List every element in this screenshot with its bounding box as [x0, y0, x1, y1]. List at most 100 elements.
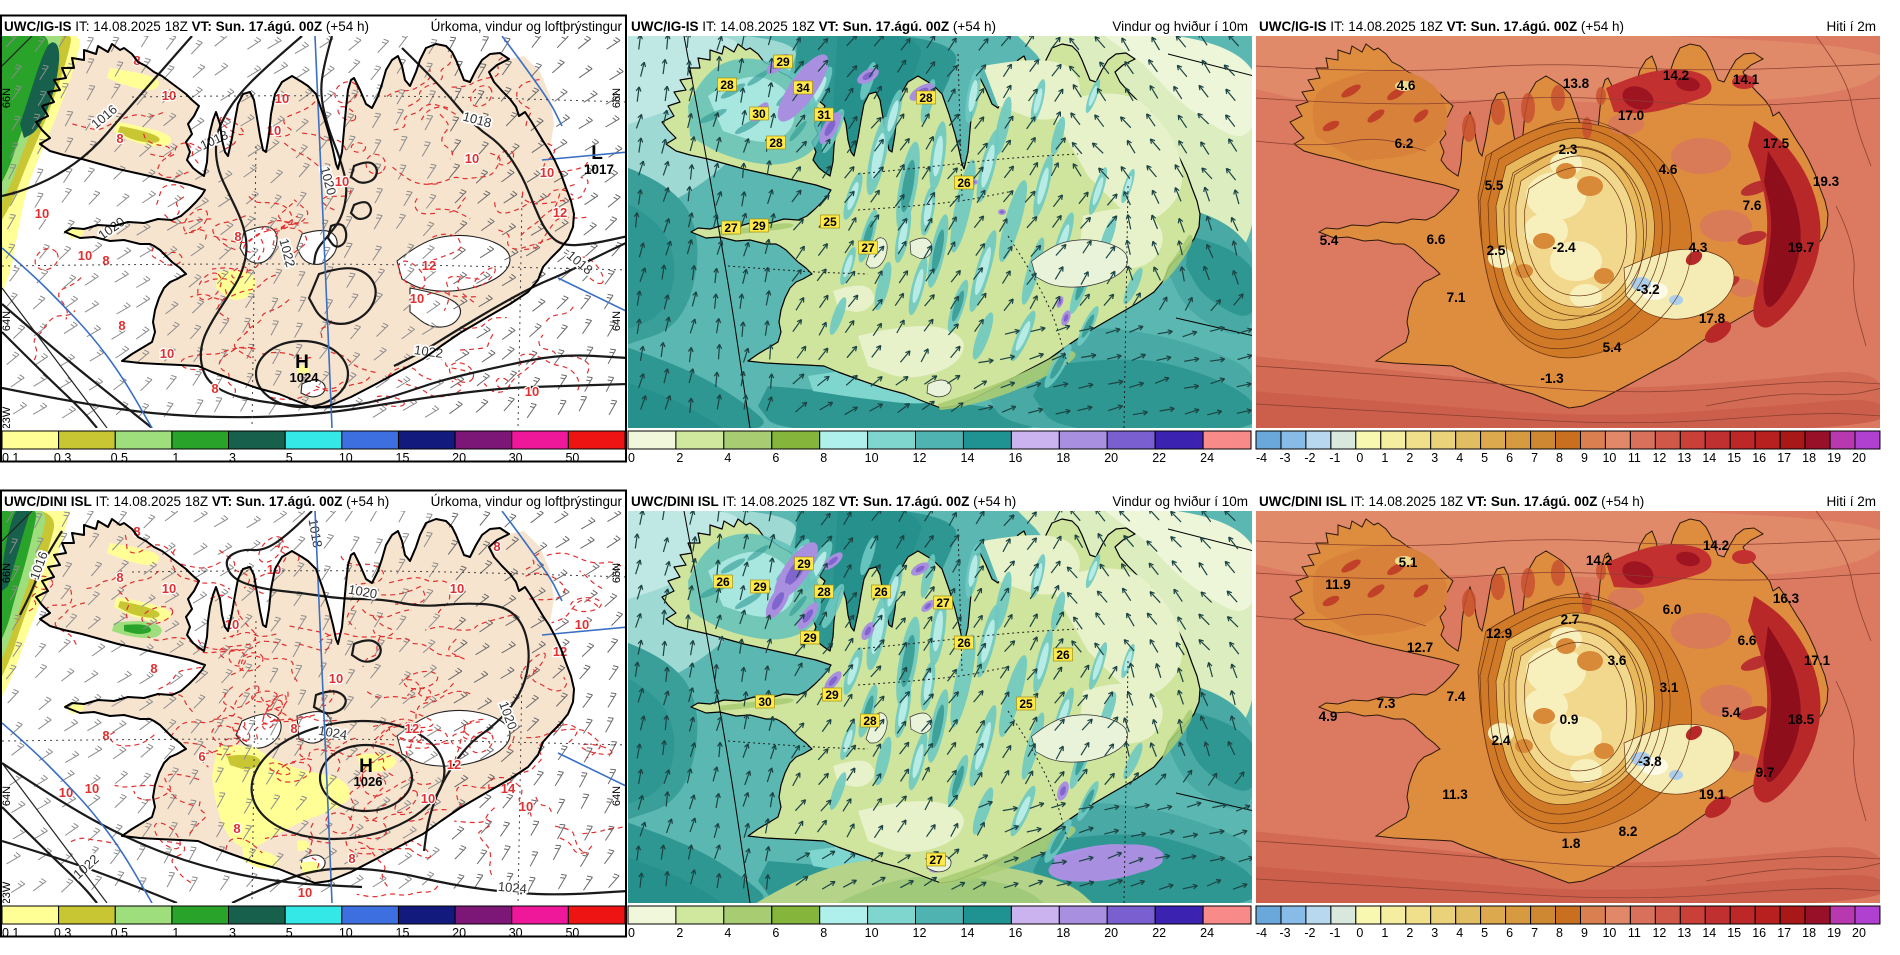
- svg-text:6: 6: [1506, 451, 1513, 465]
- svg-text:8: 8: [116, 570, 123, 585]
- svg-text:2.4: 2.4: [1492, 733, 1511, 748]
- svg-text:10: 10: [162, 581, 176, 596]
- svg-text:29: 29: [753, 580, 767, 594]
- svg-text:8: 8: [820, 451, 827, 465]
- svg-text:UWC/DINI ISL IT: 14.08.2025 18: UWC/DINI ISL IT: 14.08.2025 18Z VT: Sun.…: [4, 494, 389, 509]
- svg-text:8: 8: [118, 318, 125, 333]
- svg-text:10: 10: [335, 174, 349, 189]
- svg-text:22: 22: [1152, 926, 1166, 940]
- svg-text:20: 20: [1104, 926, 1118, 940]
- svg-text:Hiti í 2m: Hiti í 2m: [1826, 494, 1876, 509]
- svg-text:13.8: 13.8: [1563, 76, 1590, 91]
- svg-text:4: 4: [1456, 926, 1463, 940]
- svg-text:14: 14: [1702, 926, 1716, 940]
- svg-text:25: 25: [823, 215, 837, 229]
- svg-text:5.4: 5.4: [1603, 340, 1622, 355]
- svg-text:0: 0: [1356, 926, 1363, 940]
- svg-text:31: 31: [817, 108, 831, 122]
- svg-text:16: 16: [1008, 926, 1022, 940]
- svg-text:16: 16: [1008, 451, 1022, 465]
- svg-text:7.3: 7.3: [1377, 696, 1396, 711]
- svg-text:14: 14: [961, 451, 975, 465]
- svg-text:10: 10: [160, 346, 174, 361]
- svg-text:1: 1: [172, 451, 179, 465]
- svg-text:0.9: 0.9: [1560, 712, 1579, 727]
- svg-text:10: 10: [85, 781, 99, 796]
- svg-text:6: 6: [1506, 926, 1513, 940]
- svg-text:8: 8: [116, 131, 123, 146]
- svg-text:28: 28: [817, 585, 831, 599]
- svg-text:19.7: 19.7: [1788, 240, 1814, 255]
- svg-text:14.1: 14.1: [1733, 72, 1760, 87]
- svg-text:-2: -2: [1304, 451, 1315, 465]
- svg-text:10: 10: [329, 671, 343, 686]
- svg-text:17.0: 17.0: [1618, 108, 1644, 123]
- svg-text:0: 0: [1356, 451, 1363, 465]
- svg-text:50: 50: [565, 451, 579, 465]
- svg-text:14: 14: [961, 926, 975, 940]
- svg-text:0.1: 0.1: [2, 451, 19, 465]
- svg-text:6.6: 6.6: [1738, 633, 1757, 648]
- svg-text:0.1: 0.1: [2, 926, 19, 940]
- svg-text:10: 10: [1602, 926, 1616, 940]
- svg-text:11.3: 11.3: [1442, 787, 1468, 802]
- svg-text:28: 28: [919, 91, 933, 105]
- svg-text:29: 29: [825, 688, 839, 702]
- svg-text:12: 12: [405, 721, 419, 736]
- svg-text:11: 11: [1628, 451, 1641, 465]
- svg-text:28: 28: [720, 78, 734, 92]
- svg-text:64N: 64N: [611, 311, 623, 331]
- svg-text:1024: 1024: [290, 370, 320, 385]
- svg-text:7: 7: [1531, 451, 1538, 465]
- svg-text:25: 25: [1019, 697, 1033, 711]
- svg-text:9: 9: [1581, 451, 1588, 465]
- svg-text:3: 3: [229, 926, 236, 940]
- svg-text:8: 8: [102, 728, 109, 743]
- svg-text:14.2: 14.2: [1703, 538, 1729, 553]
- svg-text:Úrkoma, vindur og loftþrýsting: Úrkoma, vindur og loftþrýstingur: [431, 19, 623, 34]
- svg-text:24: 24: [1200, 926, 1214, 940]
- svg-text:8: 8: [1556, 926, 1563, 940]
- svg-text:12: 12: [553, 205, 567, 220]
- svg-text:10: 10: [1602, 451, 1616, 465]
- svg-text:50: 50: [565, 926, 579, 940]
- svg-text:26: 26: [957, 636, 971, 650]
- svg-text:2: 2: [1406, 451, 1413, 465]
- svg-text:7: 7: [1531, 926, 1538, 940]
- svg-text:2: 2: [676, 451, 683, 465]
- svg-text:0.5: 0.5: [111, 926, 128, 940]
- svg-text:2: 2: [1406, 926, 1413, 940]
- svg-text:1.8: 1.8: [1562, 836, 1581, 851]
- svg-text:0.3: 0.3: [54, 451, 71, 465]
- svg-text:4.6: 4.6: [1659, 162, 1678, 177]
- svg-text:17.5: 17.5: [1763, 136, 1790, 151]
- svg-text:5: 5: [286, 451, 293, 465]
- svg-text:1: 1: [1381, 926, 1388, 940]
- svg-text:17: 17: [1777, 926, 1791, 940]
- svg-text:10: 10: [298, 885, 312, 900]
- svg-text:11: 11: [1628, 926, 1641, 940]
- svg-text:10: 10: [339, 926, 353, 940]
- svg-text:10: 10: [421, 791, 435, 806]
- svg-text:-2.4: -2.4: [1552, 240, 1576, 255]
- svg-text:17.8: 17.8: [1699, 311, 1726, 326]
- svg-text:10: 10: [410, 291, 424, 306]
- svg-text:15: 15: [396, 451, 410, 465]
- svg-text:20: 20: [452, 926, 466, 940]
- svg-text:17.1: 17.1: [1804, 653, 1831, 668]
- svg-text:3: 3: [1431, 926, 1438, 940]
- svg-text:18: 18: [1802, 451, 1816, 465]
- svg-text:6.6: 6.6: [1427, 232, 1446, 247]
- svg-text:18: 18: [1802, 926, 1816, 940]
- svg-text:-4: -4: [1256, 926, 1267, 940]
- svg-text:3.1: 3.1: [1660, 680, 1679, 695]
- svg-text:5.5: 5.5: [1485, 178, 1504, 193]
- svg-text:10: 10: [35, 206, 49, 221]
- svg-text:1020: 1020: [347, 582, 378, 602]
- svg-text:-3.8: -3.8: [1638, 754, 1662, 769]
- svg-text:3: 3: [229, 451, 236, 465]
- svg-text:18.5: 18.5: [1788, 712, 1815, 727]
- svg-text:16.3: 16.3: [1773, 591, 1800, 606]
- svg-text:5: 5: [286, 926, 293, 940]
- svg-text:10: 10: [575, 617, 589, 632]
